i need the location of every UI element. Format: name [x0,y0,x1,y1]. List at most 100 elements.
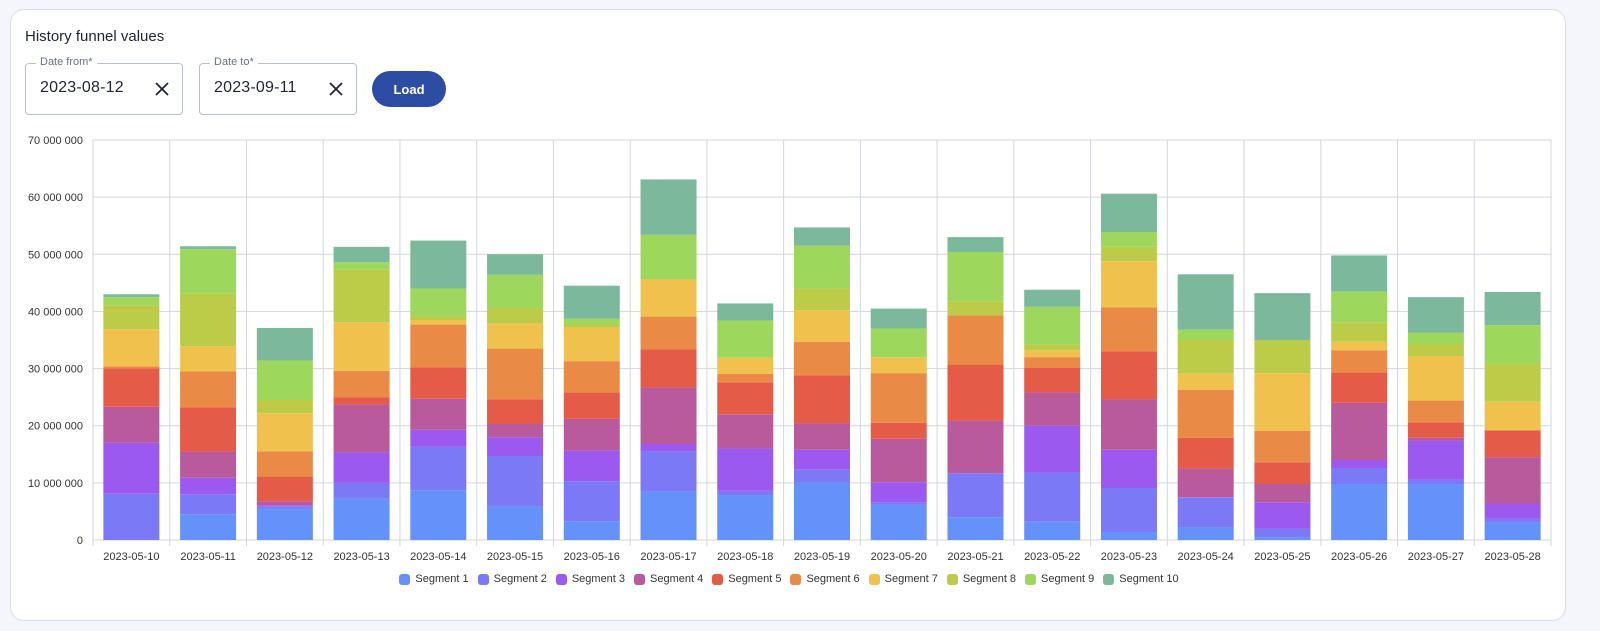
bar-segment [1407,297,1464,333]
bar-segment [1484,363,1541,402]
bar-segment [1177,468,1234,498]
bar-segment [1024,344,1081,351]
bar-segment [487,399,544,424]
legend-item[interactable]: Segment 5 [712,573,781,585]
x-tick-label: 2023-05-13 [333,551,389,563]
y-tick-label: 60 000 000 [28,192,83,204]
bar-segment [1254,293,1311,340]
legend-swatch [946,573,958,585]
bar-segment [410,429,467,447]
bar-segment [1407,356,1464,401]
bar-segment [410,446,467,491]
bar-segment [333,482,390,499]
legend-item[interactable]: Segment 1 [399,573,469,585]
load-button[interactable]: Load [372,71,446,107]
legend-label: Segment 1 [415,573,469,585]
bar-segment [256,506,313,509]
legend-swatch [868,573,880,585]
bar-segment [180,293,237,347]
bar-segment [333,262,390,270]
bar-segment [794,227,850,246]
y-tick-label: 20 000 000 [28,421,83,433]
bar-segment [487,254,544,275]
legend-item[interactable]: Segment 2 [477,573,547,585]
bar-segment [1177,329,1234,340]
bar-segment [410,367,467,399]
legend-swatch [399,573,411,585]
bar-segment [1254,484,1311,503]
chart-legend: Segment 1 Segment 2 Segment 3 Segment 4 Segm… [11,573,1567,585]
bar-segment [1100,399,1157,450]
date-from-value[interactable]: 2023-08-12 [40,79,124,96]
bar-segment [256,360,313,400]
bar-segment [410,320,467,325]
bar-segment [1024,472,1081,522]
legend-swatch [634,573,646,585]
bar-segment [717,495,774,540]
bar-segment [640,444,697,452]
bar-segment [563,481,620,522]
legend-item[interactable]: Segment 8 [946,573,1016,585]
bar-segment [563,392,620,419]
bar-segment [256,328,313,361]
date-to-value[interactable]: 2023-09-11 [214,79,297,96]
bar-segment [794,482,850,540]
date-from-field[interactable]: Date from* 2023-08-12 [25,56,183,115]
bar-segment [103,493,160,540]
bar-segment [717,448,774,491]
x-tick-label: 2023-05-25 [1254,551,1310,563]
bar-segment [103,329,160,367]
legend-item[interactable]: Segment 4 [634,573,703,585]
bar-segment [103,305,160,330]
x-tick-label: 2023-05-20 [871,551,927,563]
bar-segment [1024,368,1081,393]
x-tick-label: 2023-05-21 [947,551,1003,563]
bar-segment [1100,193,1157,232]
bar-segment [1484,401,1541,431]
bar-segment [180,477,237,495]
legend-item[interactable]: Segment 6 [790,573,860,585]
legend-swatch [790,573,802,585]
bar-segment [640,491,697,540]
clear-date-from-icon[interactable] [152,79,172,99]
legend-swatch [477,573,489,585]
bar-segment [103,366,160,369]
bar-segment [1024,306,1081,345]
bar-segment [256,413,313,452]
bar-segment [1177,373,1234,390]
bar-segment [1484,504,1541,519]
bar-segment [870,308,927,329]
bar-segment [256,508,313,540]
bar-segment [947,252,1004,302]
bar-segment [1407,440,1464,480]
x-tick-label: 2023-05-15 [487,551,543,563]
x-tick-label: 2023-05-27 [1408,551,1464,563]
legend-item[interactable]: Segment 10 [1103,573,1179,585]
bar-segment [1331,341,1388,351]
bar-segment [1407,484,1464,540]
bar-segment [180,249,237,294]
bar-segment [1100,232,1157,247]
legend-label: Segment 2 [493,573,547,585]
x-tick-label: 2023-05-17 [640,551,696,563]
bar-segment [487,437,544,456]
legend-item[interactable]: Segment 7 [868,573,938,585]
bar-segment [1254,528,1311,538]
bar-segment [1331,402,1388,460]
bar-segment [563,327,620,362]
bar-segment [947,237,1004,252]
bar-segment [1254,462,1311,484]
bar-segment [640,179,697,235]
bar-segment [1177,527,1234,540]
bar-segment [180,246,237,250]
clear-date-to-icon[interactable] [326,79,346,99]
bar-segment [180,514,237,540]
date-to-field[interactable]: Date to* 2023-09-11 [199,56,357,115]
bar-segment [563,418,620,451]
bar-segment [1024,425,1081,473]
legend-item[interactable]: Segment 9 [1025,573,1094,585]
bar-segment [947,364,1004,421]
x-tick-label: 2023-05-12 [257,551,313,563]
x-tick-label: 2023-05-22 [1024,551,1080,563]
legend-item[interactable]: Segment 3 [555,573,625,585]
